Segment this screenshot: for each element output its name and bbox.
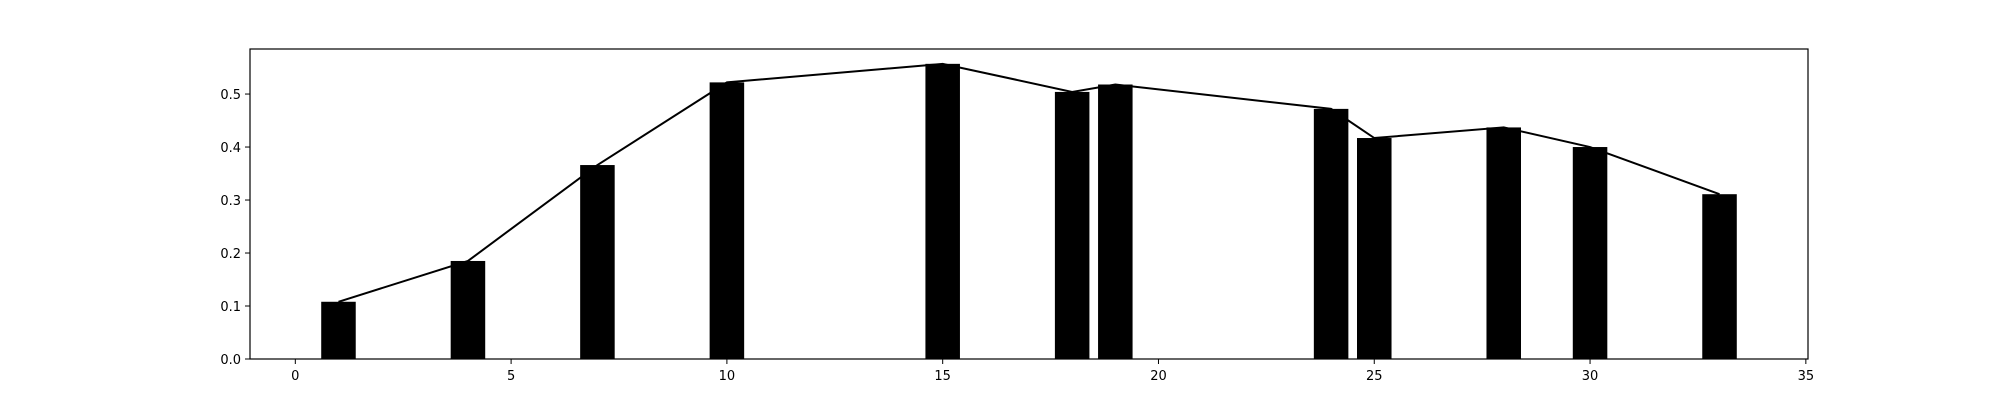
bar-1 [450, 260, 486, 359]
bars-group [321, 63, 1737, 359]
bar-4 [925, 63, 960, 359]
y-tick-label-5: 0.5 [220, 88, 241, 103]
y-tick-label-0: 0.0 [220, 353, 241, 368]
x-tick-label-0: 0 [291, 369, 299, 384]
x-axis: 0 5 10 15 20 25 30 35 [291, 359, 1814, 384]
bar-9 [1486, 127, 1521, 359]
x-tick-label-2: 10 [719, 369, 736, 384]
axes-frame [249, 48, 1809, 360]
y-tick-label-3: 0.3 [220, 194, 241, 209]
x-tick-label-1: 5 [507, 369, 515, 384]
y-tick-label-4: 0.4 [220, 141, 241, 156]
x-tick-label-6: 30 [1582, 369, 1599, 384]
plot-area [249, 48, 1809, 360]
y-tick-label-2: 0.2 [220, 247, 241, 262]
x-tick-label-4: 20 [1150, 369, 1167, 384]
bar-6 [1098, 84, 1133, 359]
trend-line [338, 62, 1720, 303]
y-tick-label-1: 0.1 [220, 300, 241, 315]
x-tick-label-3: 15 [934, 369, 951, 384]
bar-3 [709, 82, 745, 359]
bar-0 [321, 301, 356, 359]
bar-2 [580, 165, 615, 359]
bar-10 [1572, 147, 1608, 359]
y-axis: 0.0 0.1 0.2 0.3 0.4 0.5 [220, 88, 250, 368]
bar-11 [1702, 194, 1737, 359]
bar-8 [1357, 138, 1392, 359]
x-tick-label-5: 25 [1366, 369, 1383, 384]
bar-7 [1313, 108, 1349, 359]
x-tick-label-7: 35 [1798, 369, 1815, 384]
bar-5 [1054, 91, 1090, 359]
